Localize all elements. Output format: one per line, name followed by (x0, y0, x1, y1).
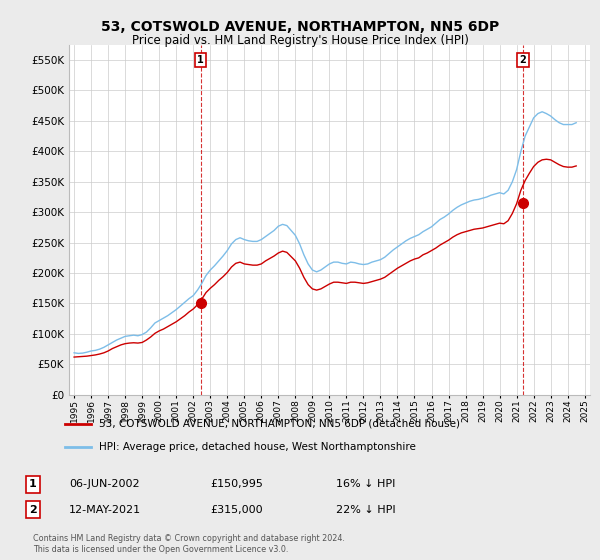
Text: 53, COTSWOLD AVENUE, NORTHAMPTON, NN5 6DP (detached house): 53, COTSWOLD AVENUE, NORTHAMPTON, NN5 6D… (100, 419, 460, 429)
Text: 1: 1 (29, 479, 37, 489)
Text: Contains HM Land Registry data © Crown copyright and database right 2024.: Contains HM Land Registry data © Crown c… (33, 534, 345, 543)
Text: 2: 2 (520, 55, 526, 65)
Text: 1: 1 (197, 55, 204, 65)
Text: 53, COTSWOLD AVENUE, NORTHAMPTON, NN5 6DP: 53, COTSWOLD AVENUE, NORTHAMPTON, NN5 6D… (101, 20, 499, 34)
Text: 12-MAY-2021: 12-MAY-2021 (69, 505, 141, 515)
Text: £315,000: £315,000 (210, 505, 263, 515)
Text: HPI: Average price, detached house, West Northamptonshire: HPI: Average price, detached house, West… (100, 442, 416, 452)
Text: 16% ↓ HPI: 16% ↓ HPI (336, 479, 395, 489)
Text: £150,995: £150,995 (210, 479, 263, 489)
Text: 2: 2 (29, 505, 37, 515)
Text: Price paid vs. HM Land Registry's House Price Index (HPI): Price paid vs. HM Land Registry's House … (131, 34, 469, 46)
Text: This data is licensed under the Open Government Licence v3.0.: This data is licensed under the Open Gov… (33, 545, 289, 554)
Text: 06-JUN-2002: 06-JUN-2002 (69, 479, 140, 489)
Text: 22% ↓ HPI: 22% ↓ HPI (336, 505, 395, 515)
